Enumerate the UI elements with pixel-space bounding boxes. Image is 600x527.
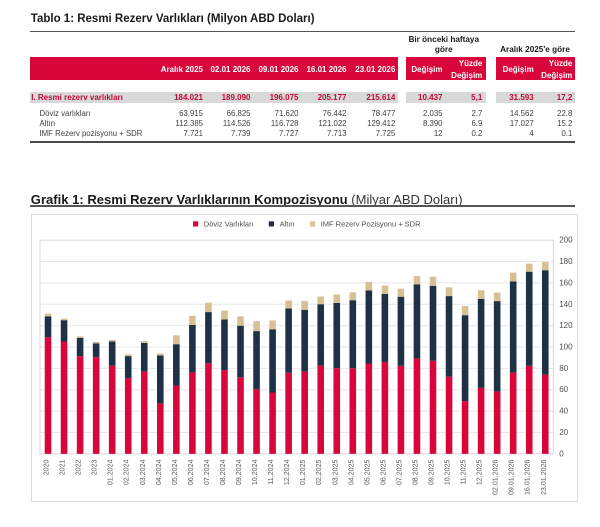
svg-text:60: 60 xyxy=(559,385,568,394)
svg-text:03.2025: 03.2025 xyxy=(331,459,339,485)
svg-text:0: 0 xyxy=(559,449,564,458)
svg-text:05.2025: 05.2025 xyxy=(363,459,371,485)
svg-text:180: 180 xyxy=(559,257,573,266)
svg-text:02.2025: 02.2025 xyxy=(315,459,323,485)
svg-text:11.2025: 11.2025 xyxy=(460,459,468,484)
svg-text:06.2025: 06.2025 xyxy=(379,459,387,485)
svg-text:08.2024: 08.2024 xyxy=(219,459,227,485)
svg-text:09.2025: 09.2025 xyxy=(428,459,436,485)
svg-text:11.2024: 11.2024 xyxy=(267,459,275,484)
svg-text:2020: 2020 xyxy=(43,459,51,475)
svg-text:2021: 2021 xyxy=(59,459,67,475)
svg-text:03.2024: 03.2024 xyxy=(139,459,147,485)
svg-text:05.2024: 05.2024 xyxy=(171,459,179,485)
svg-text:40: 40 xyxy=(559,406,568,415)
svg-text:200: 200 xyxy=(559,235,573,244)
svg-text:140: 140 xyxy=(559,299,573,308)
svg-text:10.2025: 10.2025 xyxy=(444,459,452,485)
svg-text:160: 160 xyxy=(559,278,573,287)
svg-text:120: 120 xyxy=(559,321,573,330)
svg-text:Altın: Altın xyxy=(280,219,295,228)
svg-text:09.2024: 09.2024 xyxy=(235,459,243,485)
svg-text:80: 80 xyxy=(559,363,568,372)
svg-text:09.01.2026: 09.01.2026 xyxy=(508,459,516,495)
svg-text:07.2024: 07.2024 xyxy=(203,459,211,485)
svg-text:01.2024: 01.2024 xyxy=(107,459,115,485)
svg-text:04.2025: 04.2025 xyxy=(347,459,355,485)
svg-text:02.01.2026: 02.01.2026 xyxy=(492,459,500,495)
svg-text:06.2024: 06.2024 xyxy=(187,459,195,485)
svg-text:10.2024: 10.2024 xyxy=(251,459,259,485)
svg-text:12.2024: 12.2024 xyxy=(283,459,291,485)
svg-text:2022: 2022 xyxy=(75,459,83,475)
svg-text:23.01.2026: 23.01.2026 xyxy=(540,459,548,495)
svg-text:20: 20 xyxy=(559,427,568,436)
svg-text:16.01.2026: 16.01.2026 xyxy=(524,459,532,495)
svg-text:04.2024: 04.2024 xyxy=(155,459,163,485)
svg-text:08.2025: 08.2025 xyxy=(411,459,419,485)
svg-text:01.2025: 01.2025 xyxy=(299,459,307,485)
svg-text:12.2025: 12.2025 xyxy=(476,459,484,485)
svg-text:100: 100 xyxy=(559,342,573,351)
svg-text:2023: 2023 xyxy=(91,459,99,475)
svg-text:Döviz Varlıkları: Döviz Varlıkları xyxy=(204,219,254,228)
svg-text:02.2024: 02.2024 xyxy=(123,459,131,485)
svg-text:07.2025: 07.2025 xyxy=(395,459,403,485)
svg-text:IMF Rezerv Pozisyonu + SDR: IMF Rezerv Pozisyonu + SDR xyxy=(321,219,421,228)
